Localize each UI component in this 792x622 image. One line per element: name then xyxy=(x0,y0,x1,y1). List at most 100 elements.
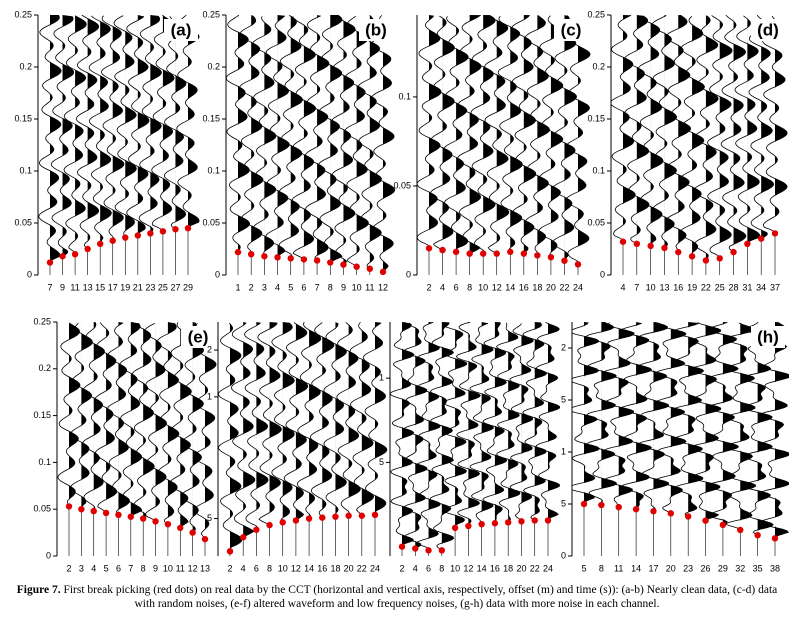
first-break-pick xyxy=(439,246,446,254)
y-tick-label: 0.05 xyxy=(587,217,605,227)
wiggle-trace xyxy=(362,322,388,515)
first-break-pick xyxy=(398,543,406,550)
y-tick-label: 0.1 xyxy=(19,165,32,175)
wiggle-trace xyxy=(323,323,347,517)
wiggle-trace xyxy=(707,15,733,259)
wiggle-trace xyxy=(63,15,87,255)
first-break-pick xyxy=(479,250,487,257)
wiggle-trace xyxy=(370,15,396,273)
wiggle-fill xyxy=(251,15,263,255)
first-break-pick xyxy=(327,259,334,266)
x-tick-label: 8 xyxy=(599,563,604,573)
wiggle-fill xyxy=(537,15,550,256)
wiggle-fill xyxy=(137,15,149,236)
first-break-pick xyxy=(619,238,627,245)
wiggle-fill xyxy=(106,322,117,513)
wiggle-trace xyxy=(651,15,678,249)
wiggle-trace xyxy=(138,15,162,234)
wiggle-trace xyxy=(654,322,687,514)
wiggle-trace xyxy=(679,16,705,257)
x-tick-label: 8 xyxy=(328,282,333,292)
x-tick-label: 2 xyxy=(66,563,71,573)
first-break-pick xyxy=(547,253,555,261)
wiggle-trace xyxy=(82,322,105,512)
first-break-pick xyxy=(688,253,696,260)
panel-label-bg xyxy=(181,326,215,348)
first-break-pick xyxy=(451,524,459,532)
wiggle-trace xyxy=(252,16,277,257)
first-break-pick xyxy=(266,521,273,529)
y-tick-label: 0.05 xyxy=(393,180,411,190)
wiggle-trace xyxy=(265,15,290,258)
x-tick-label: 2 xyxy=(426,282,431,292)
x-tick-label: 10 xyxy=(352,282,362,292)
wiggle-trace xyxy=(244,322,269,531)
x-tick-label: 13 xyxy=(83,282,93,292)
first-break-pick xyxy=(226,548,234,555)
wiggle-trace xyxy=(455,322,481,527)
first-break-pick xyxy=(425,245,433,252)
wiggle-fill xyxy=(678,15,691,253)
first-break-pick xyxy=(305,515,313,522)
first-break-pick xyxy=(358,512,366,519)
panel-label: (h) xyxy=(757,327,779,346)
wiggle-trace xyxy=(665,15,692,253)
x-tick-label: 12 xyxy=(492,282,502,292)
first-break-pick xyxy=(147,230,154,237)
wiggle-trace xyxy=(278,15,303,259)
first-break-pick xyxy=(152,518,159,525)
wiggle-fill xyxy=(564,15,577,261)
wiggle-fill xyxy=(456,15,469,252)
y-tick-label: 0.15 xyxy=(14,113,32,123)
wiggle-fill xyxy=(192,322,204,533)
first-break-pick xyxy=(465,522,472,530)
wiggle-fill xyxy=(584,322,600,504)
x-tick-label: 20 xyxy=(666,563,676,573)
wiggle-trace xyxy=(176,15,200,229)
wiggle-fill xyxy=(277,15,290,258)
y-tick-label: 0.25 xyxy=(33,316,51,326)
first-break-pick xyxy=(615,503,622,511)
wiggle-trace xyxy=(443,16,469,252)
wiggle-trace xyxy=(442,322,468,528)
x-tick-label: 14 xyxy=(304,563,314,573)
x-tick-label: 29 xyxy=(718,563,728,573)
x-tick-label: 18 xyxy=(503,563,513,573)
y-tick-label: 1 xyxy=(379,373,384,383)
x-tick-label: 22 xyxy=(701,282,711,292)
wiggle-trace xyxy=(416,322,441,551)
wiggle-trace xyxy=(271,322,295,523)
x-tick-label: 28 xyxy=(729,282,739,292)
panel-label: (b) xyxy=(365,20,387,39)
wiggle-fill xyxy=(309,322,321,519)
x-tick-label: 6 xyxy=(454,282,459,292)
x-tick-label: 32 xyxy=(735,563,745,573)
wiggle-fill xyxy=(230,322,242,552)
first-break-pick xyxy=(46,259,54,266)
wiggle-fill xyxy=(290,15,303,259)
x-tick-label: 20 xyxy=(516,563,526,573)
first-break-pick xyxy=(730,248,737,256)
first-break-pick xyxy=(274,254,281,261)
first-break-pick xyxy=(90,507,97,515)
panel-label-bg xyxy=(751,19,785,41)
first-break-pick xyxy=(292,517,300,524)
wiggle-fill xyxy=(205,322,216,540)
x-tick-label: 34 xyxy=(756,282,766,292)
wiggle-trace xyxy=(417,15,442,249)
wiggle-trace xyxy=(585,322,617,506)
x-tick-label: 18 xyxy=(532,282,542,292)
wiggle-fill xyxy=(62,15,74,257)
wiggle-fill xyxy=(118,322,130,515)
x-tick-label: 25 xyxy=(158,282,168,292)
first-break-pick xyxy=(754,532,761,539)
wiggle-trace xyxy=(230,322,256,538)
caption: Figure 7. First break picking (red dots)… xyxy=(12,583,782,611)
x-tick-label: 4 xyxy=(275,282,280,292)
x-tick-label: 11 xyxy=(70,282,79,292)
first-break-pick xyxy=(253,526,260,533)
first-break-pick xyxy=(115,511,122,519)
first-break-pick xyxy=(261,253,268,260)
first-break-pick xyxy=(184,225,192,232)
wiggle-trace xyxy=(119,322,143,517)
